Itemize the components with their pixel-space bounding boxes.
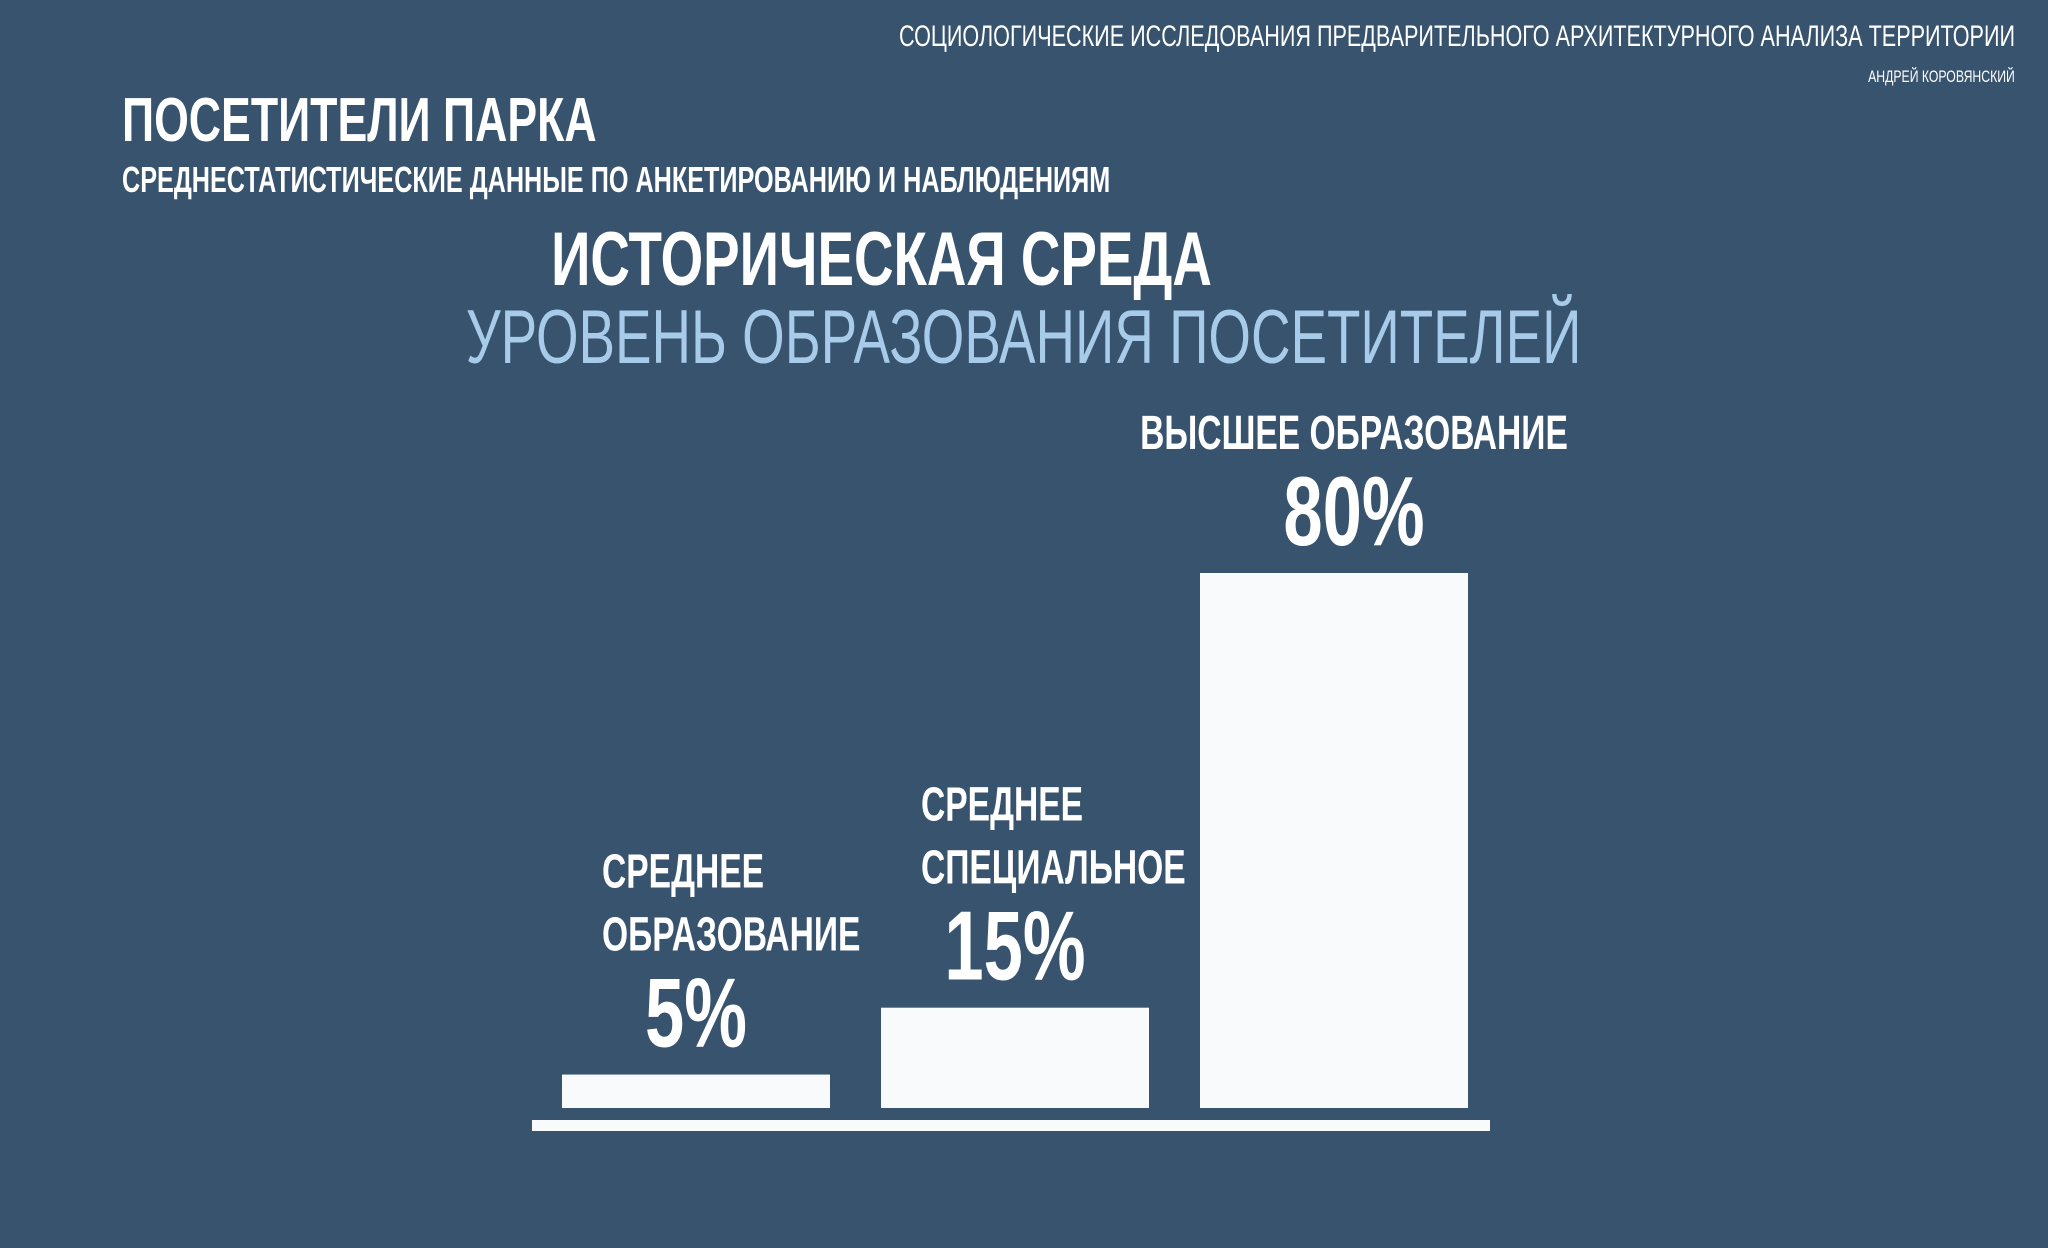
chart-subtitle: Уровень образования посетителей — [466, 295, 1582, 380]
bar-1 — [562, 1074, 830, 1108]
chart-subtitle-wrap: Уровень образования посетителей — [0, 300, 2048, 376]
bar-category-label-2-line-2: СПЕЦИАЛЬНОЕ — [921, 840, 1186, 894]
bar-category-label-1-line-1: СРЕДНЕЕ — [602, 844, 764, 898]
bar-value-label-2: 15% — [944, 892, 1085, 1001]
bar-value-label-1: 5% — [645, 959, 747, 1068]
bar-3 — [1200, 573, 1468, 1108]
page-title: Посетители парка — [122, 86, 597, 155]
author-name: Андрей Коровянский — [1868, 67, 2015, 86]
bar-value-label-3: 80% — [1283, 458, 1424, 567]
bar-category-label-2-line-1: СРЕДНЕЕ — [921, 777, 1083, 831]
project-title: Социологические исследования предварител… — [898, 20, 2015, 53]
bar-2 — [881, 1007, 1149, 1108]
page-subtitle: Среднестатистические данные по анкетиров… — [122, 159, 1111, 200]
chart-baseline — [532, 1120, 1490, 1131]
bar-category-label-3-line-1: ВЫСШЕЕ ОБРАЗОВАНИЕ — [1140, 405, 1568, 459]
chart-title: Историческая среда — [551, 217, 1212, 302]
bar-category-label-1-line-2: ОБРАЗОВАНИЕ — [602, 907, 860, 961]
